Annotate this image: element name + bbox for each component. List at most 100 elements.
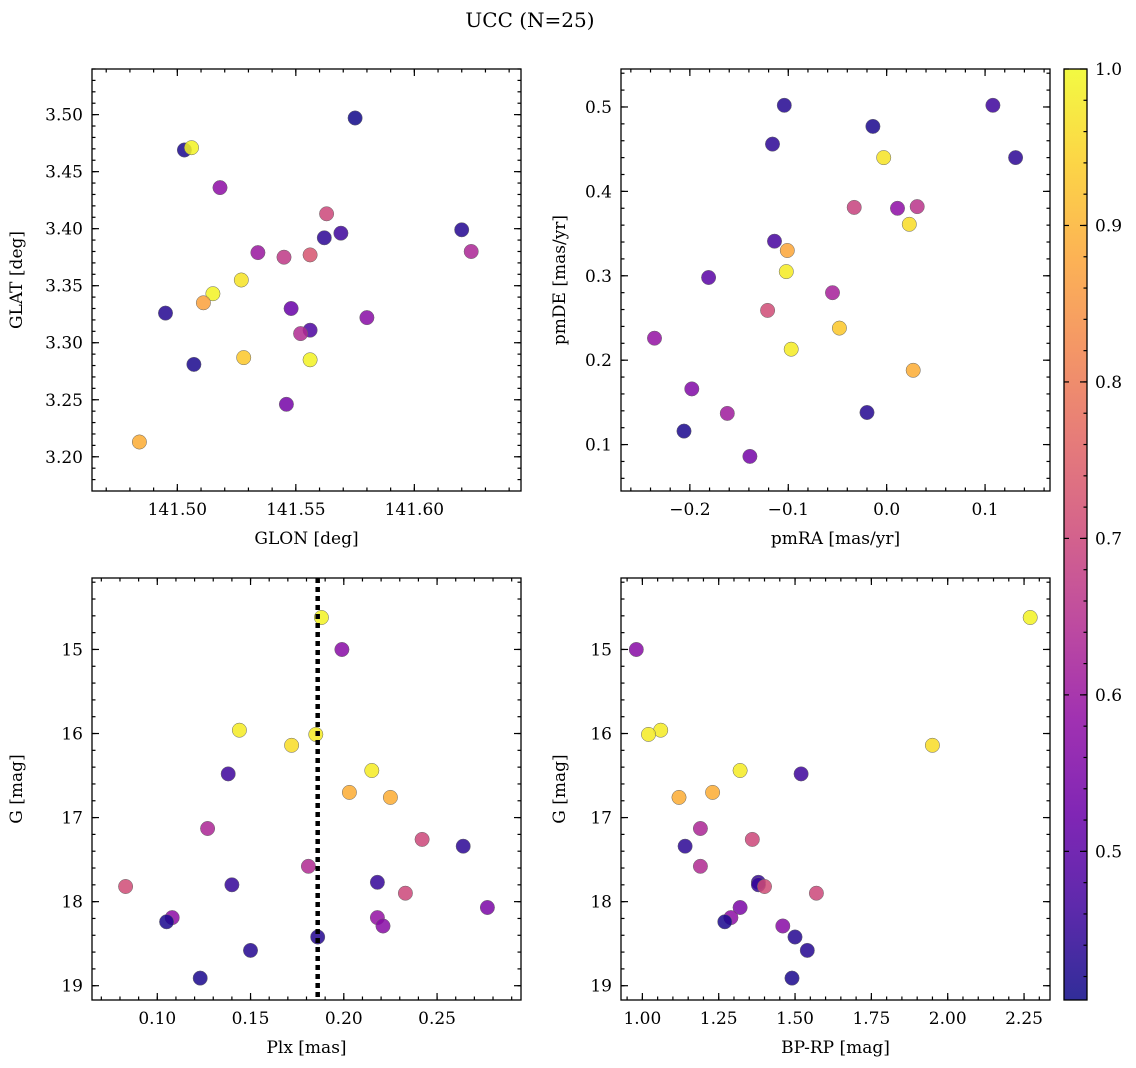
data-point <box>131 434 147 450</box>
data-point <box>692 858 708 874</box>
y-tick-label: 19 <box>590 977 612 997</box>
y-tick-label: 16 <box>590 725 612 745</box>
data-point <box>732 900 748 915</box>
data-point <box>859 405 875 420</box>
data-point <box>787 929 803 945</box>
data-point <box>744 831 760 847</box>
data-point <box>479 900 495 915</box>
data-point <box>793 766 809 782</box>
colorbar-tick-label: 0.9 <box>1095 216 1122 236</box>
x-axis-label: GLON [deg] <box>254 529 358 549</box>
y-tick-label: 3.40 <box>45 220 83 240</box>
x-tick-label: 141.50 <box>148 500 207 520</box>
data-point <box>808 885 824 901</box>
y-tick-label: 18 <box>590 893 612 913</box>
data-point <box>300 858 316 874</box>
data-point <box>302 247 318 263</box>
data-point <box>765 136 780 152</box>
x-tick-label: 0.20 <box>325 1009 363 1029</box>
data-point <box>641 726 656 742</box>
axes-frame <box>620 68 1051 492</box>
x-tick-label: 1.50 <box>776 1009 814 1029</box>
data-point <box>719 405 735 421</box>
data-point <box>283 301 299 316</box>
y-tick-label: 15 <box>61 640 83 660</box>
data-point <box>313 610 329 625</box>
data-point <box>778 264 794 280</box>
data-point <box>676 423 692 439</box>
y-tick-label: 0.1 <box>585 436 612 456</box>
colorbar-tick-label: 0.7 <box>1095 529 1122 549</box>
data-point <box>369 874 385 890</box>
data-point <box>414 831 430 847</box>
y-tick-label: 0.5 <box>585 98 612 118</box>
data-point <box>671 789 687 805</box>
data-point <box>359 310 375 326</box>
y-tick-label: 0.4 <box>585 182 612 202</box>
y-tick-label: 3.25 <box>45 391 83 411</box>
data-point <box>186 356 202 372</box>
data-point <box>347 110 363 126</box>
data-point <box>375 918 391 934</box>
x-tick-label: 2.25 <box>1005 1009 1043 1029</box>
colorbar-tick-label: 1.0 <box>1095 60 1122 80</box>
data-point <box>243 942 258 958</box>
data-point <box>677 838 693 854</box>
data-point <box>205 286 221 302</box>
data-point <box>784 970 800 986</box>
data-point <box>316 230 332 246</box>
data-point <box>924 737 940 753</box>
data-point <box>628 642 644 657</box>
y-axis-label: GLAT [deg] <box>7 231 27 329</box>
axes-frame <box>620 577 1051 1001</box>
data-point <box>276 249 292 265</box>
figure-title: UCC (N=25) <box>465 8 594 32</box>
data-point <box>1022 610 1038 625</box>
data-point <box>159 914 175 930</box>
data-point <box>158 305 173 321</box>
x-axis-label: pmRA [mas/yr] <box>771 529 900 549</box>
data-point <box>341 784 357 800</box>
data-point <box>455 838 471 854</box>
y-tick-label: 3.45 <box>45 163 83 183</box>
x-tick-label: −0.2 <box>669 500 710 520</box>
data-point <box>779 243 795 258</box>
data-point <box>319 206 335 222</box>
data-point <box>278 396 294 412</box>
data-point <box>1008 150 1024 166</box>
data-point <box>905 362 921 378</box>
data-point <box>757 879 772 894</box>
data-point <box>865 118 881 134</box>
data-point <box>200 821 216 836</box>
y-tick-label: 18 <box>61 893 83 913</box>
data-point <box>334 642 350 657</box>
data-point <box>742 448 758 464</box>
y-tick-label: 3.35 <box>45 277 83 297</box>
data-point <box>454 222 470 238</box>
x-tick-label: 1.75 <box>852 1009 890 1029</box>
data-point <box>397 885 413 901</box>
y-tick-label: 3.50 <box>45 106 83 126</box>
data-point <box>284 737 300 753</box>
data-point <box>293 326 309 342</box>
data-point <box>647 330 662 346</box>
data-point <box>220 766 236 782</box>
y-tick-label: 3.20 <box>45 448 83 468</box>
data-point <box>701 270 717 285</box>
data-point <box>876 150 892 166</box>
panel-plx-g: 0.10 0.15 0.20 0.25 15 16 17 18 19 Plx [mas] G [ma… <box>7 577 522 1058</box>
y-tick-label: 3.30 <box>45 334 83 354</box>
x-tick-label: 0.0 <box>873 500 900 520</box>
data-point <box>192 970 208 986</box>
data-point <box>732 763 748 778</box>
data-point <box>382 789 398 805</box>
y-tick-label: 17 <box>590 809 612 829</box>
data-point <box>985 97 1001 113</box>
data-point <box>463 244 479 259</box>
y-tick-label: 17 <box>61 809 83 829</box>
x-tick-label: 0.10 <box>138 1009 176 1029</box>
x-tick-label: 141.55 <box>266 500 325 520</box>
y-tick-label: 19 <box>61 977 83 997</box>
y-tick-label: 16 <box>61 725 83 745</box>
x-axis-label: Plx [mas] <box>266 1038 346 1058</box>
